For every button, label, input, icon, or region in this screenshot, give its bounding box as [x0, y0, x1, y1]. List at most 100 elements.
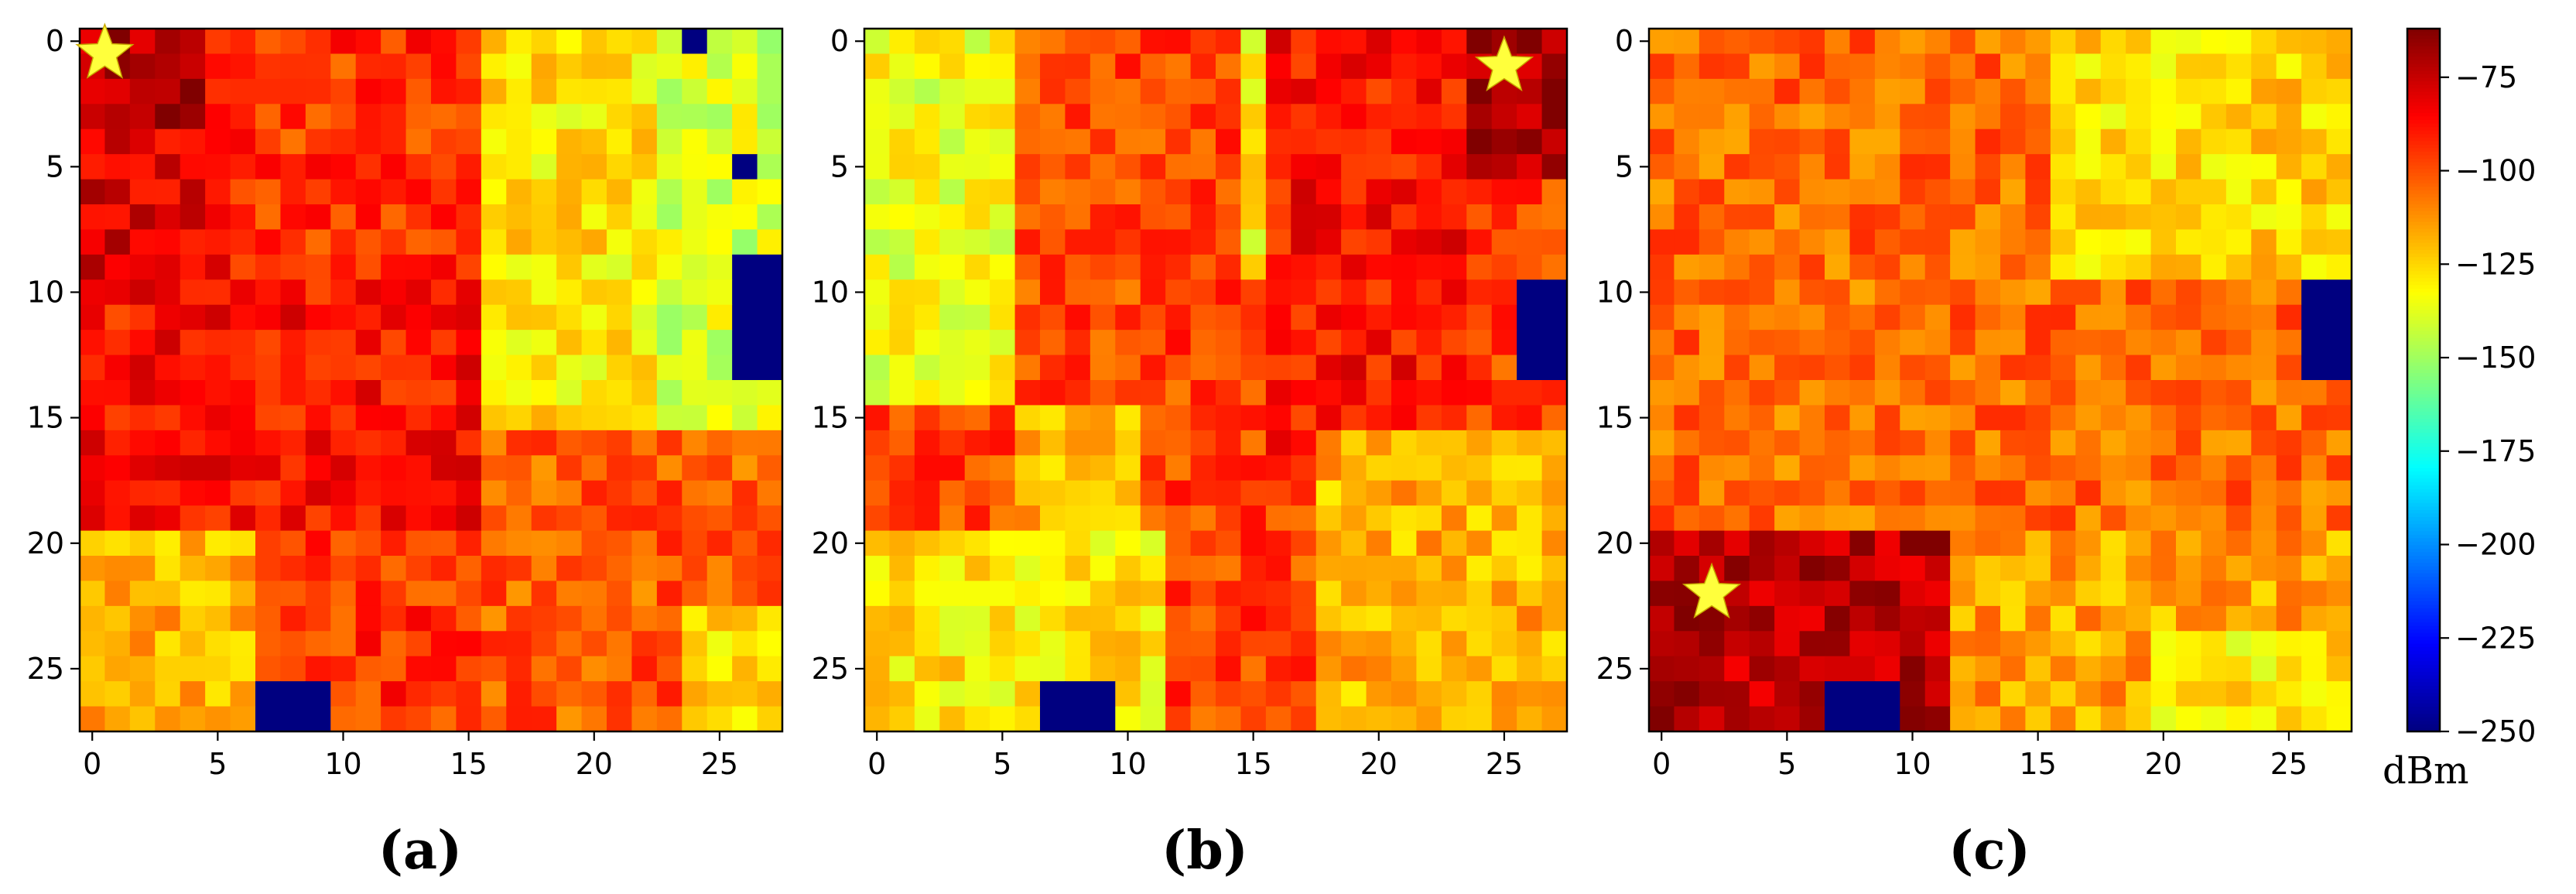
colorbar-segment — [2407, 696, 2440, 700]
heatmap-cell — [1315, 530, 1342, 557]
heatmap-cell — [2075, 480, 2102, 506]
heatmap-cell — [255, 631, 282, 657]
heatmap-cell — [1216, 355, 1242, 381]
heatmap-cell — [205, 480, 231, 506]
heatmap-cell — [1265, 556, 1291, 582]
heatmap-cell — [2126, 405, 2152, 431]
heatmap-cell — [531, 631, 557, 657]
heatmap-cell — [1799, 706, 1825, 732]
heatmap-cell — [889, 104, 915, 130]
heatmap-cell — [1825, 279, 1851, 306]
colorbar-segment — [2407, 647, 2440, 652]
heatmap-cell — [1900, 179, 1926, 205]
heatmap-cell — [205, 430, 231, 456]
heatmap-cell — [2176, 556, 2202, 582]
heatmap-cell — [255, 128, 282, 155]
heatmap-cell — [2075, 581, 2102, 607]
heatmap-cell — [1341, 681, 1367, 707]
heatmap-cell — [1900, 53, 1926, 80]
heatmap-cell — [1774, 154, 1801, 180]
heatmap-cell — [1541, 656, 1568, 682]
colorbar-segment — [2407, 538, 2440, 543]
colorbar-segment — [2407, 50, 2440, 54]
heatmap-cell — [1441, 254, 1467, 280]
heatmap-cell — [1799, 556, 1825, 582]
heatmap-cell — [964, 556, 990, 582]
heatmap-cell — [1416, 254, 1442, 280]
heatmap-cell — [864, 78, 891, 104]
heatmap-cell — [129, 631, 156, 657]
heatmap-cell — [1216, 29, 1242, 55]
heatmap-cell — [2176, 29, 2202, 55]
heatmap-cell — [1924, 29, 1951, 55]
heatmap-cell — [1749, 279, 1775, 306]
heatmap-cell — [2301, 104, 2328, 130]
heatmap-cell — [1240, 304, 1267, 331]
heatmap-cell — [205, 355, 231, 381]
heatmap-cell — [939, 229, 966, 255]
heatmap-cell — [1441, 581, 1467, 607]
heatmap-cell — [2301, 631, 2328, 657]
heatmap-cell — [180, 29, 206, 55]
colorbar-segment — [2407, 587, 2440, 592]
heatmap-cell — [1366, 128, 1392, 155]
heatmap-cell — [280, 605, 306, 632]
heatmap-cell — [1466, 430, 1493, 456]
heatmap-cell — [481, 53, 507, 80]
heatmap-cell — [2301, 405, 2328, 431]
y-tick-label: 5 — [830, 149, 849, 183]
heatmap-cell — [280, 53, 306, 80]
heatmap-cell — [1724, 179, 1750, 205]
heatmap-cell — [80, 581, 106, 607]
heatmap-cell — [1950, 430, 1976, 456]
heatmap-cell — [1491, 154, 1517, 180]
heatmap-cell — [2050, 581, 2076, 607]
heatmap-cell — [481, 229, 507, 255]
heatmap-cell — [607, 29, 633, 55]
colorbar-segment — [2407, 39, 2440, 43]
heatmap-cell — [230, 179, 256, 205]
heatmap-cell — [682, 154, 708, 180]
heatmap-cell — [556, 355, 583, 381]
heatmap-cell — [405, 581, 432, 607]
heatmap-cell — [732, 706, 758, 732]
heatmap-cell — [682, 706, 708, 732]
heatmap-cell — [1900, 405, 1926, 431]
heatmap-cell — [2276, 53, 2302, 80]
heatmap-cell — [1466, 480, 1493, 506]
heatmap-cell — [1849, 355, 1876, 381]
heatmap-cell — [757, 78, 783, 104]
heatmap-cell — [914, 254, 940, 280]
heatmap-cell — [2075, 330, 2102, 356]
heatmap-cell — [706, 430, 733, 456]
colorbar-segment — [2407, 57, 2440, 61]
heatmap-cell — [706, 706, 733, 732]
heatmap-cell — [431, 154, 457, 180]
heatmap-cell — [1825, 556, 1851, 582]
heatmap-cell — [1491, 254, 1517, 280]
heatmap-cell — [2075, 78, 2102, 104]
heatmap-cell — [1014, 480, 1041, 506]
heatmap-cell — [990, 581, 1016, 607]
colorbar-segment — [2407, 242, 2440, 248]
heatmap-cell — [1391, 104, 1418, 130]
heatmap-cell — [506, 78, 532, 104]
heatmap-cell — [1649, 681, 1675, 707]
heatmap-cell — [280, 78, 306, 104]
heatmap-cell — [1950, 78, 1976, 104]
heatmap-cell — [205, 104, 231, 130]
heatmap-cell — [1216, 380, 1242, 406]
heatmap-cell — [2100, 656, 2126, 682]
heatmap-cell — [506, 128, 532, 155]
heatmap-cell — [2126, 304, 2152, 331]
colorbar-segment — [2407, 440, 2440, 444]
heatmap-cell — [1165, 581, 1192, 607]
heatmap-cell — [330, 204, 357, 231]
heatmap-cell — [631, 53, 658, 80]
heatmap-cell — [481, 78, 507, 104]
heatmap-cell — [2225, 330, 2252, 356]
heatmap-cell — [2225, 455, 2252, 481]
heatmap-cell — [1441, 380, 1467, 406]
panel-a-label: (a) — [378, 820, 462, 882]
heatmap-cell — [1190, 279, 1216, 306]
